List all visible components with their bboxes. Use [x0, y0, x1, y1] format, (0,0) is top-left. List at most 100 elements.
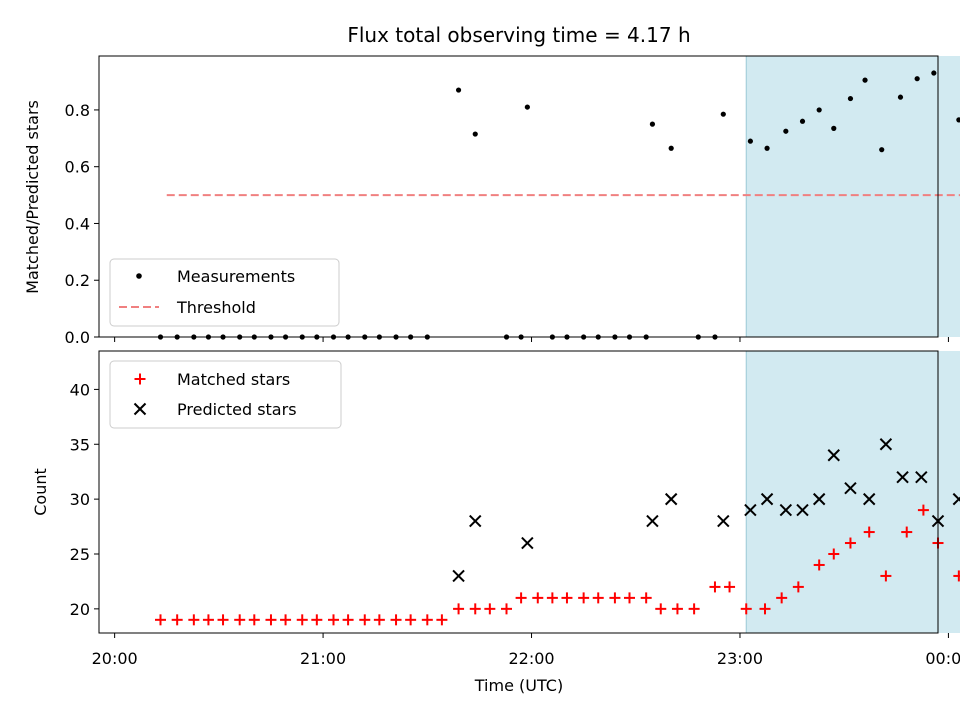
measurement-point	[472, 131, 478, 137]
measurement-point	[914, 76, 920, 82]
measurement-point	[524, 104, 530, 110]
legend-predicted-marker	[133, 402, 147, 416]
matched-stars-point	[740, 603, 752, 615]
matched-stars-point	[248, 614, 260, 626]
measurement-point	[931, 70, 937, 76]
predicted-stars-point	[812, 492, 826, 506]
matched-stars-point	[561, 592, 573, 604]
bottom-legend: Matched stars Predicted stars	[109, 360, 342, 429]
x-axis-label: Time (UTC)	[474, 676, 563, 695]
predicted-stars-point	[717, 514, 730, 528]
matched-stars-point	[532, 592, 544, 604]
bottom-plot-frame	[98, 350, 939, 634]
matched-stars-point	[655, 603, 667, 615]
matched-stars-point	[188, 614, 200, 626]
marker-stroke	[717, 514, 730, 528]
marker-stroke	[796, 503, 809, 517]
x-tick-label: 23:00	[717, 649, 763, 668]
x-tick-label: 20:00	[92, 649, 138, 668]
matched-stars-point	[234, 614, 246, 626]
matched-stars-point	[328, 614, 340, 626]
legend-x-glyph	[133, 402, 147, 416]
measurement-point	[816, 107, 822, 113]
matched-stars-point	[265, 614, 277, 626]
matched-stars-point	[296, 614, 308, 626]
matched-stars-point	[609, 592, 621, 604]
marker-stroke	[779, 503, 793, 517]
y-tick-label: 20	[70, 600, 90, 619]
matched-stars-point	[953, 570, 960, 582]
marker-stroke	[133, 402, 147, 416]
matched-stars-point	[592, 592, 604, 604]
top-plot-frame	[98, 55, 939, 338]
matched-stars-point	[421, 614, 433, 626]
y-tick-label: 0.4	[65, 214, 90, 233]
measurement-point	[649, 121, 656, 127]
chart-title: Flux total observing time = 4.17 h	[347, 23, 690, 47]
top-panel: 0.00.20.40.60.8 Matched/Predicted stars …	[23, 55, 960, 347]
predicted-stars-point	[646, 514, 659, 528]
measurement-point	[831, 125, 837, 131]
matched-stars-point	[917, 504, 929, 516]
matched-stars-point	[280, 614, 292, 626]
matched-stars-point	[792, 581, 804, 593]
marker-stroke	[863, 492, 876, 506]
matched-stars-point	[390, 614, 402, 626]
legend-plus-glyph	[134, 373, 146, 385]
matched-stars-point	[623, 592, 635, 604]
matched-stars-point	[373, 614, 385, 626]
predicted-stars-point	[469, 514, 482, 528]
marker-stroke	[760, 492, 774, 506]
matched-stars-point	[171, 614, 183, 626]
predicted-stars-point	[521, 536, 534, 550]
measurement-point	[455, 87, 462, 93]
measurement-point	[747, 138, 753, 144]
measurement-point	[862, 77, 868, 83]
predicted-stars-point	[896, 470, 909, 484]
predicted-stars-point	[863, 492, 876, 506]
predicted-stars-point	[952, 492, 960, 506]
matched-stars-point	[880, 570, 892, 582]
matched-stars-point	[688, 603, 700, 615]
marker-stroke	[952, 496, 960, 506]
x-tick-label: 21:00	[300, 649, 346, 668]
matched-stars-point	[901, 526, 913, 538]
predicted-stars-point	[452, 569, 465, 583]
measurement-point	[764, 145, 770, 151]
predicted-stars-point	[879, 438, 893, 451]
matched-stars-point	[863, 526, 875, 538]
legend-threshold-label: Threshold	[176, 298, 256, 317]
observing-window-shade	[746, 56, 960, 337]
y-tick-label: 0.2	[65, 271, 90, 290]
y-tick-label: 0.6	[65, 158, 90, 177]
marker-stroke	[896, 470, 909, 484]
matched-stars-point	[671, 603, 683, 615]
legend-predicted-label: Predicted stars	[177, 400, 297, 419]
matched-stars-point	[640, 592, 652, 604]
measurement-point	[956, 117, 960, 123]
matched-stars-point	[469, 603, 481, 615]
legend-measurements-label: Measurements	[177, 267, 295, 286]
matched-stars-point	[202, 614, 214, 626]
y-tick-label: 30	[70, 490, 90, 509]
marker-stroke	[812, 492, 826, 506]
matched-stars-point	[844, 537, 856, 549]
matched-stars-point	[546, 592, 558, 604]
measurement-point	[897, 94, 904, 100]
matched-stars-point	[217, 614, 229, 626]
matched-stars-point	[154, 614, 166, 626]
matched-stars-point	[776, 592, 788, 604]
x-tick-label: 22:00	[508, 649, 554, 668]
y-tick-label: 40	[70, 380, 90, 399]
x-tick-label: 00:00	[925, 649, 960, 668]
measurement-point	[668, 145, 674, 151]
matched-stars-point	[436, 614, 448, 626]
predicted-stars-point	[915, 470, 928, 484]
measurement-point	[847, 95, 854, 102]
marker-stroke	[879, 438, 893, 451]
bottom-y-axis-label: Count	[31, 468, 50, 516]
matched-stars-point	[453, 603, 465, 615]
predicted-stars-point	[664, 492, 678, 506]
matched-stars-point	[813, 559, 825, 571]
matched-stars-point	[759, 603, 771, 615]
